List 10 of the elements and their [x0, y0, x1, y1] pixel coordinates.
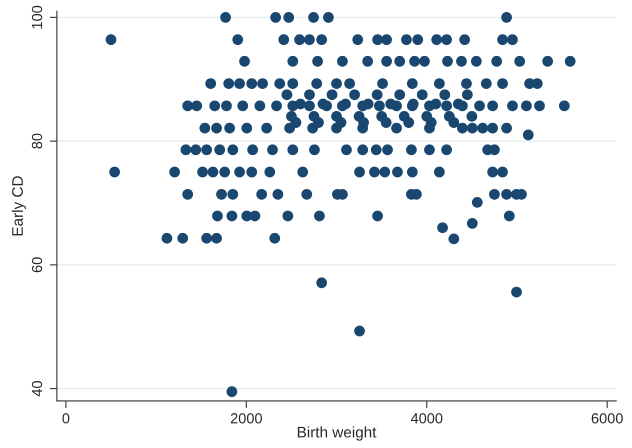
y-tick-label: 80	[32, 134, 42, 149]
y-tick-label: 100	[32, 6, 42, 28]
x-tick-label: 0	[62, 413, 70, 424]
y-axis-title: Early CD	[12, 176, 26, 236]
x-axis-title: Birth weight	[298, 426, 376, 441]
x-tick-label: 2000	[230, 413, 262, 424]
x-tick-label: 6000	[592, 413, 623, 424]
y-tick-label: 40	[32, 381, 42, 396]
y-tick-label: 60	[32, 257, 42, 272]
x-tick-label: 4000	[410, 413, 442, 424]
